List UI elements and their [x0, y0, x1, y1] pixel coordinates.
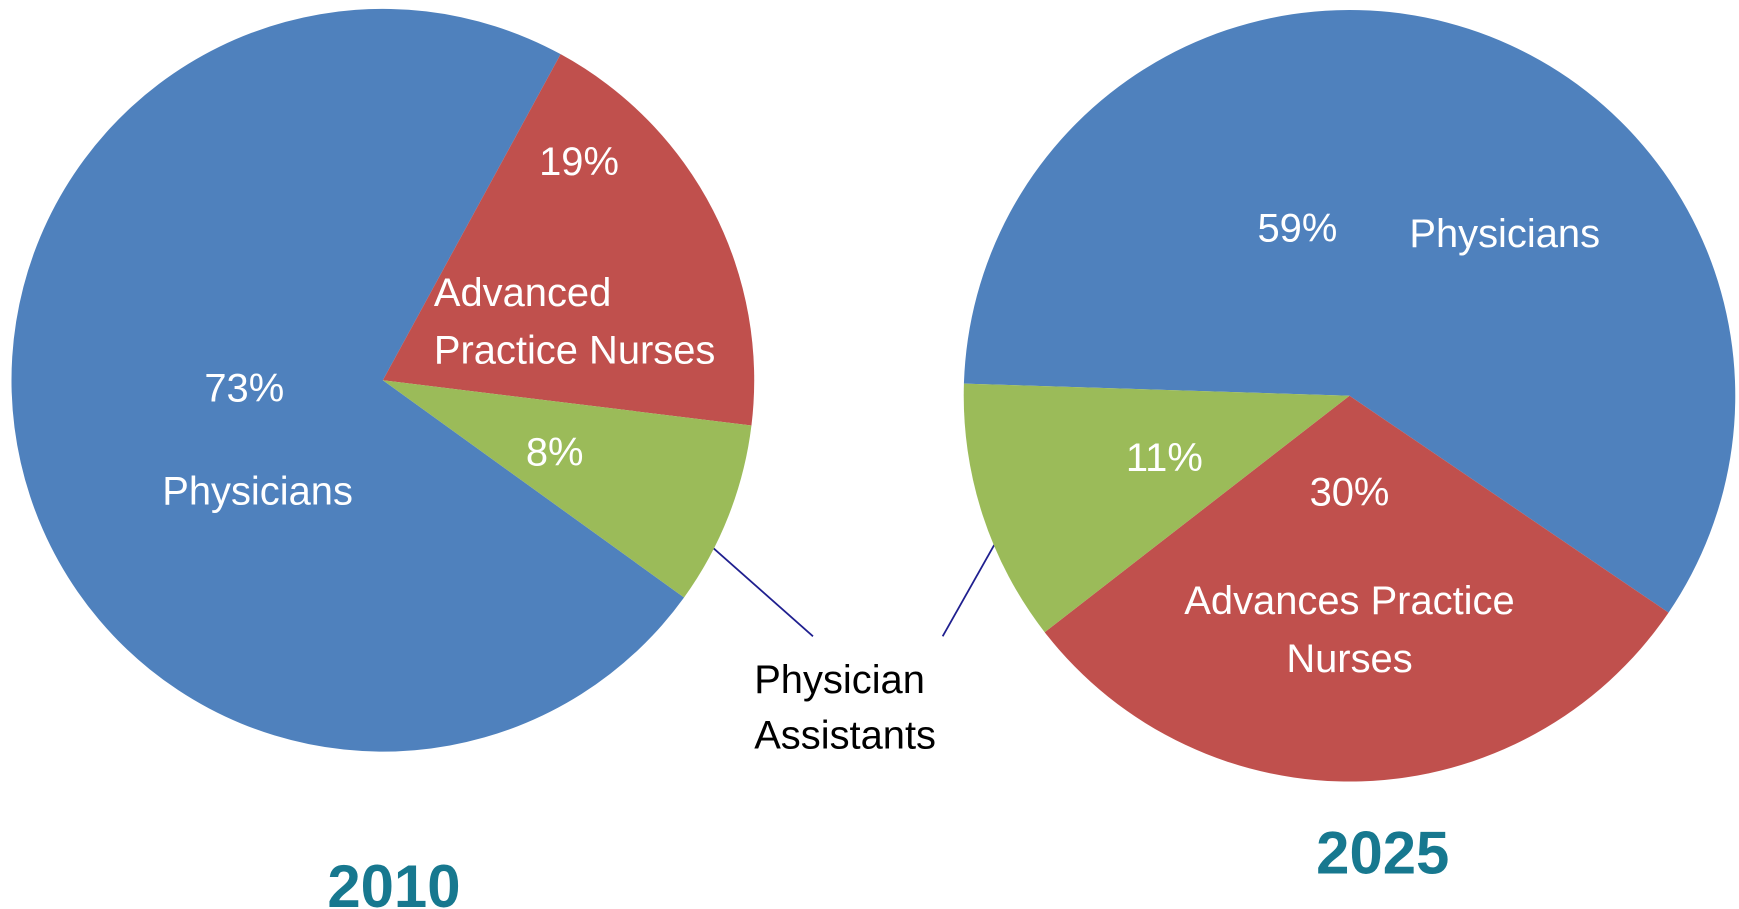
annotation: Physician Assistants — [754, 658, 936, 757]
slice-label: Physicians — [162, 469, 353, 513]
chart-title: 2025 — [1316, 820, 1449, 887]
slice-label: Physicians — [1409, 212, 1600, 256]
data-label: 73% — [204, 366, 284, 410]
pie-slice — [963, 383, 1350, 633]
data-label: 11% — [1126, 436, 1203, 480]
pie-slice — [382, 54, 755, 426]
pie-slice — [11, 8, 685, 752]
pie-slice — [1044, 395, 1669, 782]
data-label: 8% — [526, 431, 584, 475]
data-label: 19% — [539, 140, 619, 184]
slice-label: Advanced Practice Nurses — [434, 271, 716, 373]
chart-title: 2010 — [327, 853, 460, 909]
slice-label: Advances Practice Nurses — [1184, 579, 1514, 681]
pie-slice — [382, 380, 752, 598]
data-label: 30% — [1310, 470, 1390, 514]
pie-slice — [963, 9, 1736, 613]
data-label: 59% — [1257, 207, 1337, 251]
